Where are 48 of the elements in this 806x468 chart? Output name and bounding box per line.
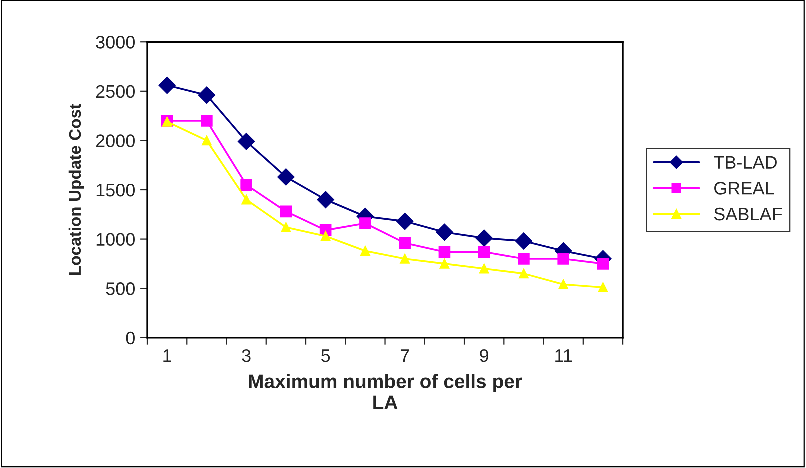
x-axis-title: Maximum number of cells per LA: [249, 374, 522, 410]
y-tick-label: 1000: [96, 233, 135, 246]
point: [281, 222, 292, 232]
point: [399, 237, 411, 250]
x-tick-label: 7: [400, 350, 410, 362]
y-tick-label: 500: [106, 282, 135, 296]
legend-label: TB-LAD: [714, 156, 777, 169]
point: [440, 259, 450, 269]
point: [558, 253, 570, 265]
legend-label: GREAL: [714, 182, 774, 195]
point: [360, 218, 372, 230]
point: [400, 254, 410, 264]
point: [436, 224, 454, 241]
point: [476, 230, 493, 247]
point: [360, 246, 370, 256]
point: [479, 264, 490, 274]
point: [320, 231, 331, 242]
x-tick-label: 5: [322, 350, 330, 362]
y-axis-title: Location Update Cost: [68, 104, 84, 275]
point: [242, 195, 252, 205]
point: [598, 282, 608, 292]
point: [317, 191, 334, 208]
x-tick-label: 9: [480, 349, 489, 362]
point: [519, 268, 529, 279]
y-tick-label: 0: [126, 332, 135, 345]
point: [280, 206, 292, 218]
point: [240, 179, 252, 191]
point: [238, 133, 256, 150]
point: [158, 76, 176, 94]
x-tick-label: 1: [164, 350, 172, 362]
point: [597, 258, 610, 270]
point: [518, 253, 530, 265]
legend-label: SABLAF: [714, 208, 782, 221]
x-tick-label: 11: [556, 350, 572, 362]
y-tick-label: 2500: [96, 85, 135, 98]
y-tick-label: 3000: [96, 36, 135, 49]
point: [558, 280, 568, 290]
point: [202, 136, 212, 146]
x-tick-label: 3: [242, 349, 251, 362]
point: [515, 232, 533, 250]
point: [278, 168, 295, 186]
point: [438, 246, 451, 258]
point: [201, 115, 213, 127]
y-tick-label: 2000: [96, 134, 135, 148]
y-tick-label: 1500: [96, 184, 135, 197]
point: [478, 246, 490, 258]
point: [396, 213, 414, 230]
point: [198, 86, 216, 104]
